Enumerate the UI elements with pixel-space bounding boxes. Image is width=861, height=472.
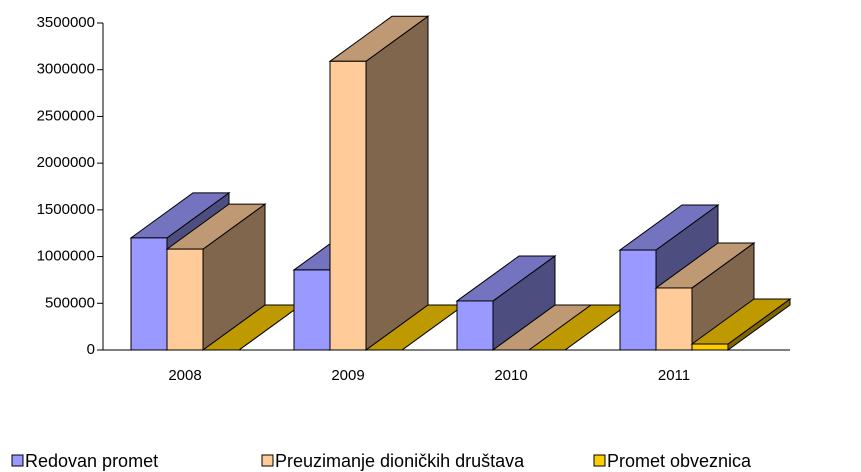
bar <box>166 248 204 351</box>
bar <box>130 237 168 351</box>
bar <box>456 300 494 351</box>
y-tick-label: 1500000 <box>37 201 95 218</box>
x-tick-label: 2009 <box>331 367 364 384</box>
legend-label: Promet obveznica <box>607 451 752 471</box>
x-tick-label: 2011 <box>658 367 690 384</box>
bar <box>619 249 657 351</box>
y-tick-label: 3500000 <box>37 14 95 31</box>
bar <box>691 343 729 351</box>
legend-swatch <box>261 454 274 467</box>
legend-label: Preuzimanje dioničkih društava <box>275 451 525 471</box>
y-tick-label: 1000000 <box>37 248 95 265</box>
legend-label: Redovan promet <box>25 451 158 471</box>
y-tick-label: 0 <box>87 341 95 358</box>
y-tick-label: 2000000 <box>37 154 95 171</box>
legend-swatch <box>593 454 606 467</box>
bar <box>655 287 693 351</box>
legend-swatch <box>11 454 24 467</box>
bar <box>293 269 331 351</box>
x-tick-label: 2010 <box>494 367 527 384</box>
y-tick-label: 500000 <box>45 294 95 311</box>
bar <box>329 60 367 351</box>
x-tick-label: 2008 <box>168 367 201 384</box>
y-tick-label: 3000000 <box>37 61 95 78</box>
y-tick-label: 2500000 <box>37 107 95 124</box>
bar-side <box>365 15 429 351</box>
